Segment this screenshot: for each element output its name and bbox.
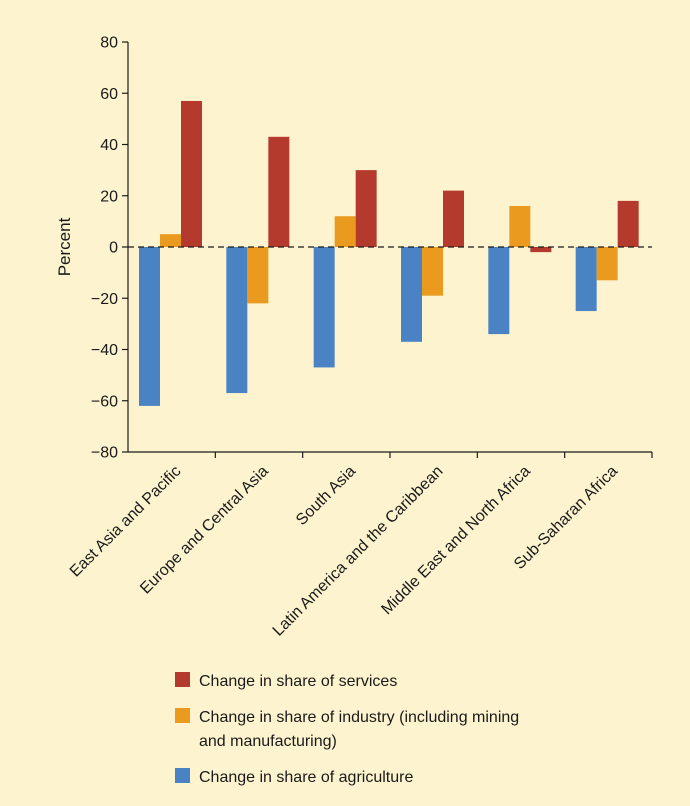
- y-tick-label: −80: [91, 445, 118, 462]
- bars: [139, 100, 639, 406]
- bar-agriculture: [488, 247, 510, 335]
- y-tick-label: −40: [91, 342, 118, 359]
- bar-services: [443, 190, 464, 247]
- y-tick-label: 40: [100, 137, 118, 154]
- y-tick-label: 60: [100, 86, 118, 103]
- bar-industry: [160, 234, 181, 247]
- legend-swatch: [175, 708, 190, 723]
- axes: 80 60 40 20 0 −20 −40 −60 −80: [91, 35, 653, 462]
- bar-agriculture: [313, 247, 335, 368]
- x-category-label: Latin America and the Caribbean: [270, 463, 447, 640]
- bar-services: [268, 136, 290, 247]
- bar-services: [530, 247, 552, 253]
- bar-services: [181, 100, 202, 247]
- legend-label: Change in share of services: [199, 673, 397, 690]
- legend-swatch: [175, 672, 190, 687]
- legend: Change in share of services Change in sha…: [175, 672, 519, 786]
- bar-services: [617, 200, 639, 247]
- bar-industry: [247, 247, 269, 304]
- y-tick-label: −20: [91, 291, 118, 308]
- y-tick-label: −60: [91, 393, 118, 410]
- x-category-label: South Asia: [293, 463, 359, 529]
- y-tick-label: 20: [100, 188, 118, 205]
- bar-agriculture: [575, 247, 597, 312]
- bar-agriculture: [139, 247, 160, 406]
- legend-label: Change in share of industry (including m…: [199, 709, 519, 726]
- y-tick-label: 0: [109, 240, 118, 257]
- legend-label: Change in share of agriculture: [199, 769, 413, 786]
- bar-industry: [596, 247, 618, 281]
- y-axis-title: Percent: [55, 217, 74, 276]
- bar-agriculture: [226, 247, 248, 394]
- y-tick-label: 80: [100, 35, 118, 52]
- legend-label: and manufacturing): [199, 733, 337, 750]
- bar-services: [355, 170, 377, 247]
- legend-swatch: [175, 768, 190, 783]
- bar-industry: [334, 216, 356, 247]
- x-category-label: Middle East and North Africa: [378, 463, 533, 618]
- bar-industry: [422, 247, 443, 296]
- bar-industry: [509, 206, 531, 247]
- bar-agriculture: [401, 247, 422, 342]
- y-axis-title-group: Percent: [55, 217, 74, 276]
